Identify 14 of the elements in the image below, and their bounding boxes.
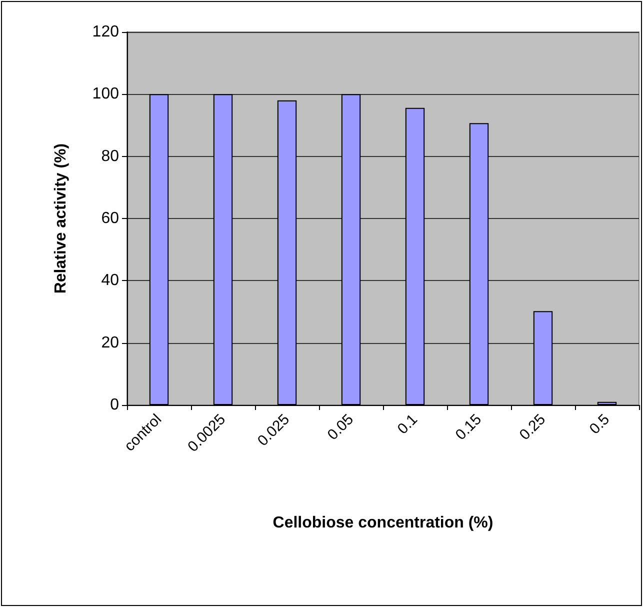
x-tick-label: 0.5 [586,410,614,438]
y-tick-label: 40 [101,272,120,290]
y-tick-label: 0 [110,396,120,414]
x-tick-label: 0.15 [452,410,486,444]
y-tick-label: 20 [101,334,120,352]
y-tick-label: 60 [101,210,120,227]
x-axis-title: Cellobiose concentration (%) [272,514,494,532]
x-tick-label: 0.05 [324,410,358,444]
y-tick-label: 100 [92,86,120,103]
y-tick-label: 80 [101,148,120,165]
y-axis-title: Relative activity (%) [52,143,70,294]
x-tick-label: 0.25 [516,410,550,444]
y-tick-label: 120 [92,24,120,40]
x-tick-label: 0.1 [394,410,422,438]
